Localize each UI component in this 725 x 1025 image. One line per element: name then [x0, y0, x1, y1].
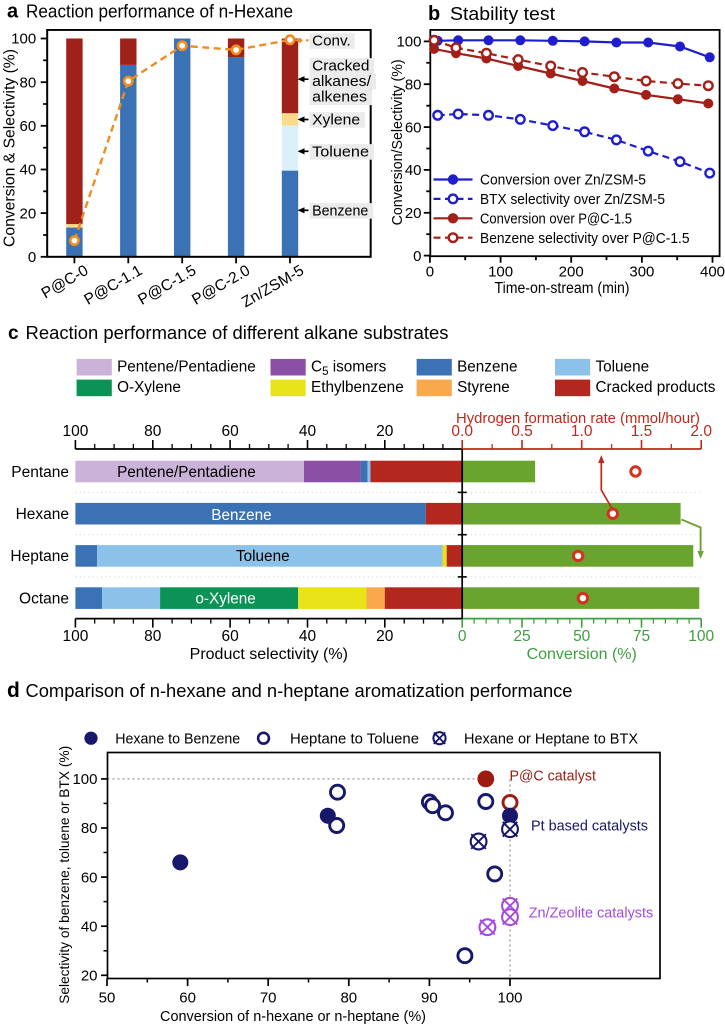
svg-text:80: 80: [20, 74, 37, 91]
svg-text:Comparison of n-hexane and n-h: Comparison of n-hexane and n-heptane aro…: [26, 681, 573, 701]
svg-text:Toluene: Toluene: [596, 359, 650, 376]
svg-text:40: 40: [20, 162, 37, 179]
svg-text:Pentane: Pentane: [11, 464, 69, 481]
svg-text:BTX selectivity over Zn/ZSM-5: BTX selectivity over Zn/ZSM-5: [480, 192, 665, 208]
svg-text:Hydrogen formation rate (mmol/: Hydrogen formation rate (mmol/hour): [456, 410, 700, 427]
svg-text:Heptane to Toluene: Heptane to Toluene: [290, 731, 419, 747]
svg-text:100: 100: [688, 628, 714, 645]
svg-text:75: 75: [633, 628, 650, 645]
svg-text:40: 40: [81, 918, 98, 935]
svg-text:20: 20: [376, 423, 394, 440]
svg-text:Product selectivity (%): Product selectivity (%): [190, 646, 348, 663]
svg-text:alkanes/: alkanes/: [312, 74, 372, 90]
svg-text:Reaction performance of n-Hexa: Reaction performance of n-Hexane: [26, 2, 293, 22]
svg-text:200: 200: [559, 264, 584, 281]
svg-text:100: 100: [62, 423, 88, 440]
svg-text:40: 40: [299, 423, 317, 440]
svg-text:60: 60: [179, 990, 196, 1007]
svg-text:Xylene: Xylene: [312, 112, 360, 128]
svg-text:Ethylbenzene: Ethylbenzene: [311, 379, 404, 396]
svg-text:Time-on-stream (min): Time-on-stream (min): [495, 280, 630, 297]
svg-text:50: 50: [99, 990, 116, 1007]
svg-text:0: 0: [426, 264, 434, 281]
svg-text:80: 80: [405, 76, 422, 93]
svg-text:Toluene: Toluene: [236, 548, 290, 565]
svg-text:80: 80: [81, 820, 98, 837]
svg-text:Benzene: Benzene: [312, 203, 368, 219]
svg-text:100: 100: [72, 771, 97, 788]
svg-text:Benzene selectivity over P@C-1: Benzene selectivity over P@C-1.5: [480, 231, 690, 247]
svg-text:80: 80: [144, 423, 162, 440]
svg-text:c: c: [8, 323, 19, 344]
svg-text:100: 100: [396, 34, 421, 51]
svg-text:C5 isomers: C5 isomers: [311, 359, 387, 379]
svg-text:Heptane: Heptane: [10, 548, 69, 565]
svg-text:100: 100: [497, 990, 522, 1007]
svg-text:Conv.: Conv.: [312, 33, 351, 49]
svg-text:1.5: 1.5: [631, 423, 653, 440]
svg-text:Reaction performance of differ: Reaction performance of different alkane…: [26, 323, 449, 343]
svg-text:300: 300: [629, 264, 654, 281]
svg-text:Conversion & Selectivity (%): Conversion & Selectivity (%): [2, 49, 19, 247]
svg-text:0: 0: [28, 249, 36, 266]
svg-text:alkenes: alkenes: [312, 90, 367, 106]
svg-text:20: 20: [81, 968, 98, 985]
svg-text:Benzene: Benzene: [457, 359, 517, 376]
svg-text:Benzene: Benzene: [211, 507, 271, 524]
svg-text:50: 50: [573, 628, 591, 645]
svg-text:Pentene/Pentadiene: Pentene/Pentadiene: [117, 359, 256, 376]
svg-text:20: 20: [376, 628, 394, 645]
svg-text:0: 0: [458, 628, 467, 645]
svg-text:a: a: [7, 1, 19, 23]
svg-text:Hexane to Benzene: Hexane to Benzene: [115, 731, 240, 747]
svg-text:Toluene: Toluene: [312, 144, 369, 160]
svg-text:Cracked products: Cracked products: [596, 379, 716, 396]
svg-text:o-Xylene: o-Xylene: [195, 590, 255, 607]
svg-text:Conversion (%): Conversion (%): [527, 646, 637, 663]
svg-text:Cracked: Cracked: [312, 58, 369, 74]
svg-text:40: 40: [299, 628, 317, 645]
svg-text:100: 100: [488, 264, 513, 281]
svg-text:20: 20: [405, 205, 422, 222]
svg-text:Pentene/Pentadiene: Pentene/Pentadiene: [117, 464, 256, 481]
svg-text:Hexane: Hexane: [16, 506, 69, 523]
svg-text:100: 100: [62, 628, 88, 645]
svg-text:60: 60: [20, 118, 37, 135]
svg-text:Styrene: Styrene: [457, 379, 510, 396]
svg-text:Conversion over Zn/ZSM-5: Conversion over Zn/ZSM-5: [480, 173, 646, 189]
svg-text:80: 80: [340, 990, 357, 1007]
svg-text:0: 0: [413, 248, 421, 265]
svg-text:b: b: [428, 3, 440, 25]
svg-text:0.0: 0.0: [451, 423, 473, 440]
svg-text:Octane: Octane: [19, 590, 69, 607]
svg-text:Conversion of n-hexane or n-he: Conversion of n-hexane or n-heptane (%): [160, 1009, 426, 1025]
svg-text:Selectivity of benzene, toluen: Selectivity of benzene, toluene or BTX (…: [56, 746, 72, 1004]
svg-text:Zn/Zeolite catalysts: Zn/Zeolite catalysts: [529, 906, 654, 922]
svg-text:60: 60: [81, 869, 98, 886]
svg-text:Pt based catalysts: Pt based catalysts: [531, 819, 648, 835]
svg-text:Conversion over P@C-1.5: Conversion over P@C-1.5: [480, 212, 632, 228]
svg-text:25: 25: [513, 628, 530, 645]
svg-text:1.0: 1.0: [571, 423, 593, 440]
svg-text:60: 60: [221, 423, 239, 440]
svg-text:Stability test: Stability test: [450, 4, 555, 24]
svg-text:80: 80: [144, 628, 162, 645]
svg-text:Hexane or Heptane to BTX: Hexane or Heptane to BTX: [464, 731, 638, 747]
svg-text:40: 40: [405, 162, 422, 179]
svg-text:20: 20: [20, 205, 37, 222]
svg-text:70: 70: [260, 990, 277, 1007]
svg-text:0.5: 0.5: [511, 423, 533, 440]
svg-text:P@C catalyst: P@C catalyst: [510, 769, 596, 785]
svg-text:100: 100: [11, 31, 36, 48]
svg-text:60: 60: [405, 119, 422, 136]
svg-text:Conversion/Selectivity (%): Conversion/Selectivity (%): [390, 59, 406, 225]
svg-text:O-Xylene: O-Xylene: [117, 379, 181, 396]
svg-text:2.0: 2.0: [690, 423, 712, 440]
svg-text:60: 60: [221, 628, 239, 645]
svg-text:400: 400: [700, 264, 725, 281]
svg-text:90: 90: [421, 990, 438, 1007]
svg-text:d: d: [7, 679, 20, 702]
